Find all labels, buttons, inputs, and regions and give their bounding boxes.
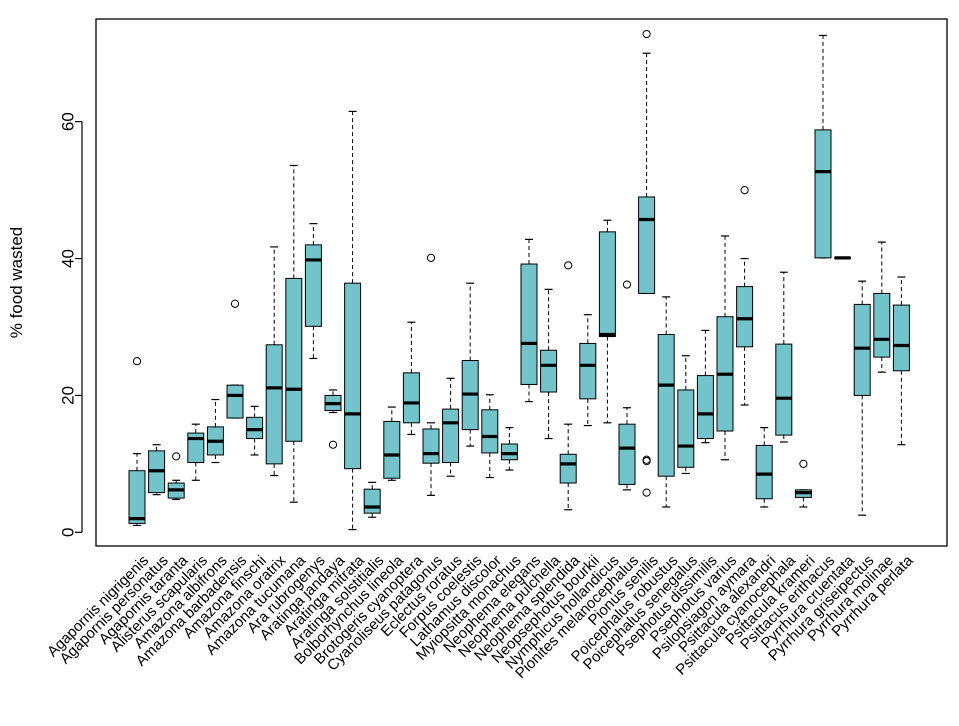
outlier-point (426, 253, 436, 262)
box-iqr (481, 409, 499, 454)
box-group (265, 246, 283, 477)
box-iqr (755, 444, 773, 500)
box-group (500, 426, 518, 471)
box-group (598, 219, 616, 424)
box-iqr (696, 375, 714, 440)
box-group (383, 406, 401, 481)
box-iqr (402, 372, 420, 424)
box-group (422, 253, 440, 496)
box-group (167, 452, 185, 501)
box-group (461, 282, 479, 447)
box-iqr (677, 389, 695, 468)
box-iqr (500, 443, 518, 461)
box-iqr (540, 349, 558, 393)
outlier-point (172, 452, 181, 461)
box-iqr (246, 416, 264, 440)
y-tick-label: 0 (59, 528, 78, 537)
box-group (755, 426, 773, 508)
outlier-point (740, 186, 749, 195)
box-group (873, 241, 891, 373)
box-group (442, 377, 460, 477)
box-iqr (559, 453, 577, 484)
box-iqr (442, 408, 460, 464)
outlier-point (642, 488, 651, 497)
boxes-layer (128, 29, 910, 531)
box-iqr (304, 244, 322, 327)
box-iqr (657, 334, 675, 477)
outlier-point (564, 261, 573, 270)
box-group (540, 288, 558, 440)
outlier-point (642, 29, 651, 39)
box-iqr (598, 231, 616, 338)
y-axis-title: % food wasted (7, 227, 26, 339)
box-iqr (579, 342, 597, 400)
box-iqr (892, 304, 910, 372)
box-group (128, 357, 146, 527)
box-group (794, 459, 812, 508)
box-iqr (853, 303, 871, 396)
box-iqr (363, 488, 381, 514)
box-group (775, 271, 793, 443)
outlier-point (622, 280, 632, 289)
box-group (285, 164, 303, 503)
box-iqr (344, 282, 362, 470)
box-iqr (285, 277, 303, 442)
box-group (148, 444, 166, 496)
outlier-point (799, 459, 808, 468)
box-iqr (520, 263, 538, 385)
y-axis: 0 20 40 60 (59, 112, 83, 537)
box-group (716, 235, 734, 461)
box-group (402, 321, 420, 436)
box-iqr (383, 420, 401, 479)
y-tick-label: 40 (59, 249, 78, 268)
box-group (814, 34, 832, 259)
box-group (736, 186, 754, 406)
outlier-point (642, 457, 651, 466)
box-group (579, 314, 597, 427)
box-iqr (873, 292, 891, 358)
box-group (324, 389, 342, 449)
box-iqr (638, 196, 656, 294)
plot-frame (95, 18, 948, 547)
y-tick-label: 20 (59, 386, 78, 405)
outlier-point (328, 440, 338, 449)
box-group (677, 355, 695, 475)
box-group (892, 276, 910, 446)
box-group (344, 110, 362, 531)
box-iqr (814, 129, 832, 259)
box-iqr (265, 344, 283, 465)
box-iqr (618, 423, 636, 485)
outlier-point (230, 299, 240, 308)
box-iqr (187, 432, 205, 464)
box-group (187, 423, 205, 481)
box-iqr (422, 428, 440, 464)
box-group (853, 280, 871, 516)
outlier-point (132, 357, 142, 366)
box-group (618, 280, 636, 491)
box-group (559, 261, 577, 511)
box-group (657, 296, 675, 508)
box-group (363, 481, 381, 518)
box-group (304, 223, 322, 360)
box-iqr (775, 343, 793, 436)
y-tick-label: 60 (59, 112, 78, 131)
box-iqr (736, 286, 754, 348)
box-group (206, 398, 224, 464)
box-group (696, 329, 714, 444)
box-group (246, 405, 264, 456)
box-group (638, 29, 656, 497)
box-iqr (128, 470, 146, 524)
box-group (481, 394, 499, 479)
box-group (520, 238, 538, 403)
box-iqr (226, 384, 244, 419)
box-group (226, 299, 244, 419)
